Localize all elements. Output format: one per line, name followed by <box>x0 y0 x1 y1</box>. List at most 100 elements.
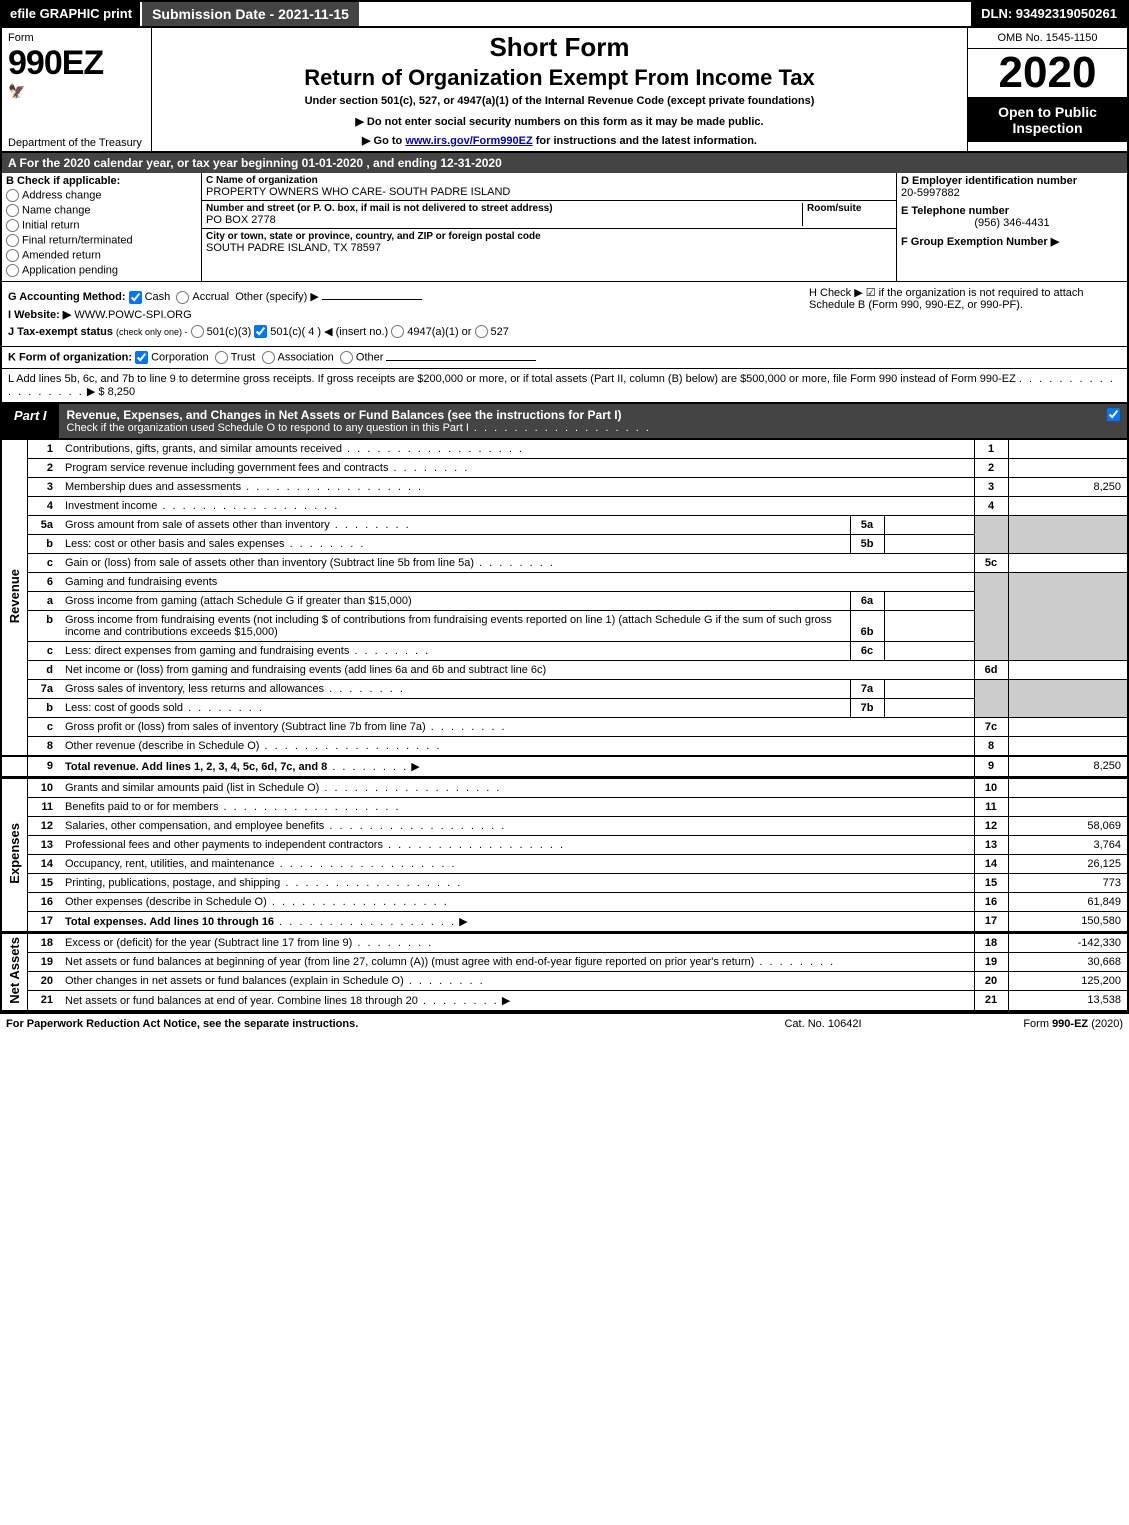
line-11-desc: Benefits paid to or for members <box>61 798 974 817</box>
chk-corporation[interactable] <box>135 351 148 364</box>
j-label: J Tax-exempt status <box>8 326 113 338</box>
i-label: I Website: ▶ <box>8 309 71 321</box>
line-5a-text: Gross amount from sale of assets other t… <box>65 519 330 531</box>
line-15-dots <box>280 877 462 889</box>
chk-501c3[interactable] <box>191 325 204 338</box>
line-10-amount <box>1008 778 1128 798</box>
footer-right: Form 990-EZ (2020) <box>923 1018 1123 1030</box>
line-1-desc: Contributions, gifts, grants, and simila… <box>61 440 974 459</box>
chk-4947[interactable] <box>391 325 404 338</box>
line-12-desc: Salaries, other compensation, and employ… <box>61 817 974 836</box>
line-21-amount: 13,538 <box>1008 991 1128 1012</box>
line-7c-num: c <box>27 718 61 737</box>
line-7c-text: Gross profit or (loss) from sales of inv… <box>65 721 426 733</box>
line-6b-subval <box>884 611 974 642</box>
chk-501c[interactable] <box>254 325 267 338</box>
h-text: H Check ▶ ☑ if the organization is not r… <box>809 286 1121 311</box>
ein-row: D Employer identification number 20-5997… <box>901 175 1123 199</box>
line-15-amount: 773 <box>1008 874 1128 893</box>
chk-final-return[interactable]: Final return/terminated <box>6 234 197 247</box>
part1-subtitle: Check if the organization used Schedule … <box>67 422 1095 434</box>
section-ghij-left: G Accounting Method: Cash Accrual Other … <box>8 286 801 342</box>
part1-checkbox[interactable] <box>1107 408 1120 421</box>
line-4-text: Investment income <box>65 500 157 512</box>
chk-527[interactable] <box>475 325 488 338</box>
form-number: 990EZ <box>8 44 145 83</box>
chk-final-return-label: Final return/terminated <box>22 234 133 246</box>
line-11-dots <box>218 801 400 813</box>
line-20-text: Other changes in net assets or fund bala… <box>65 975 404 987</box>
line-21-desc: Net assets or fund balances at end of ye… <box>61 991 974 1012</box>
city-label: City or town, state or province, country… <box>206 231 892 242</box>
room-label: Room/suite <box>807 203 892 214</box>
line-8-dots <box>259 740 441 752</box>
expenses-side-label: Expenses <box>1 778 27 932</box>
line-5b-desc: Less: cost or other basis and sales expe… <box>61 535 850 554</box>
line-4-ref: 4 <box>974 497 1008 516</box>
line-20-amount: 125,200 <box>1008 972 1128 991</box>
line-7b-subval <box>884 699 974 718</box>
l-text: L Add lines 5b, 6c, and 7b to line 9 to … <box>8 373 1016 385</box>
irs-link[interactable]: www.irs.gov/Form990EZ <box>405 135 532 147</box>
line-5a-desc: Gross amount from sale of assets other t… <box>61 516 850 535</box>
line-14-text: Occupancy, rent, utilities, and maintena… <box>65 858 275 870</box>
netassets-side-label: Net Assets <box>1 933 27 1011</box>
line-2-desc: Program service revenue including govern… <box>61 459 974 478</box>
chk-name-change[interactable]: Name change <box>6 204 197 217</box>
footer-left: For Paperwork Reduction Act Notice, see … <box>6 1018 723 1030</box>
chk-initial-return-label: Initial return <box>22 219 79 231</box>
chk-accrual[interactable] <box>176 291 189 304</box>
line-21-text: Net assets or fund balances at end of ye… <box>65 995 418 1007</box>
part1-title-text: Revenue, Expenses, and Changes in Net As… <box>67 408 622 422</box>
line-1-text: Contributions, gifts, grants, and simila… <box>65 443 342 455</box>
line-16: 16 Other expenses (describe in Schedule … <box>1 893 1128 912</box>
line-7b-text: Less: cost of goods sold <box>65 702 183 714</box>
section-h: H Check ▶ ☑ if the organization is not r… <box>801 286 1121 342</box>
line-5b-dots <box>285 538 366 550</box>
form-word: Form <box>8 32 145 44</box>
chk-application-pending-label: Application pending <box>22 264 118 276</box>
ein-value: 20-5997882 <box>901 187 1123 199</box>
line-6c-num: c <box>27 642 61 661</box>
chk-accrual-label: Accrual <box>192 291 229 303</box>
website-value: WWW.POWC-SPI.ORG <box>74 309 191 321</box>
line-14-amount: 26,125 <box>1008 855 1128 874</box>
chk-trust[interactable] <box>215 351 228 364</box>
dln-label: DLN: 93492319050261 <box>971 2 1127 26</box>
chk-other-org[interactable] <box>340 351 353 364</box>
chk-trust-label: Trust <box>231 352 256 364</box>
line-11-num: 11 <box>27 798 61 817</box>
line-14-desc: Occupancy, rent, utilities, and maintena… <box>61 855 974 874</box>
chk-application-pending[interactable]: Application pending <box>6 264 197 277</box>
g-label: G Accounting Method: <box>8 291 126 303</box>
submission-date: Submission Date - 2021-11-15 <box>140 2 359 26</box>
netassets-table: Net Assets 18 Excess or (deficit) for th… <box>0 932 1129 1012</box>
header-right: OMB No. 1545-1150 2020 Open to Public In… <box>967 28 1127 151</box>
chk-cash[interactable] <box>129 291 142 304</box>
line-14-num: 14 <box>27 855 61 874</box>
line-6b: b Gross income from fundraising events (… <box>1 611 1128 642</box>
open-to-public: Open to Public Inspection <box>968 98 1127 142</box>
irs-eagle-icon: 🦅 <box>8 83 25 99</box>
omb-number: OMB No. 1545-1150 <box>968 28 1127 49</box>
row-l: L Add lines 5b, 6c, and 7b to line 9 to … <box>0 369 1129 403</box>
line-2-dots <box>388 462 469 474</box>
line-3-text: Membership dues and assessments <box>65 481 241 493</box>
chk-initial-return[interactable]: Initial return <box>6 219 197 232</box>
return-title: Return of Organization Exempt From Incom… <box>160 65 959 91</box>
line-5c-amount <box>1008 554 1128 573</box>
chk-association[interactable] <box>262 351 275 364</box>
do-not-enter: ▶ Do not enter social security numbers o… <box>160 115 959 128</box>
line-16-amount: 61,849 <box>1008 893 1128 912</box>
line-12-ref: 12 <box>974 817 1008 836</box>
line-7ab-shade <box>974 680 1008 718</box>
line-1-dots <box>342 443 524 455</box>
chk-amended-return[interactable]: Amended return <box>6 249 197 262</box>
line-6c-subnum: 6c <box>850 642 884 661</box>
line-13-num: 13 <box>27 836 61 855</box>
chk-address-change[interactable]: Address change <box>6 189 197 202</box>
footer-right-form: 990-EZ <box>1052 1018 1088 1030</box>
line-2-text: Program service revenue including govern… <box>65 462 388 474</box>
period-bar: A For the 2020 calendar year, or tax yea… <box>0 153 1129 173</box>
go-to-suffix: for instructions and the latest informat… <box>533 135 757 147</box>
